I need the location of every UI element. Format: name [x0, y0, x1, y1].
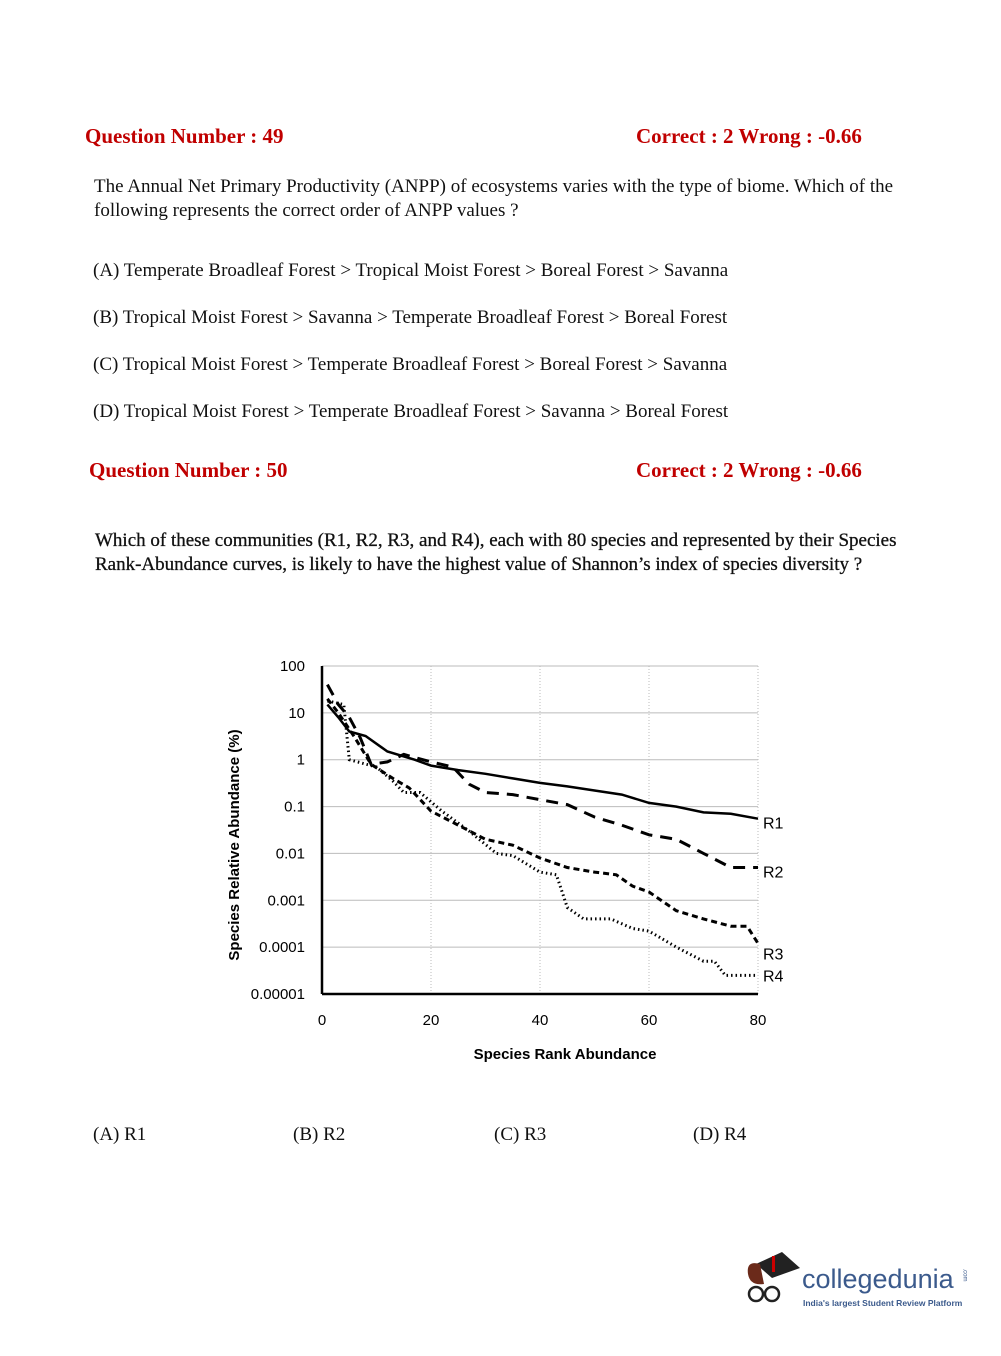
q50-marks: Correct : 2 Wrong : -0.66 [636, 458, 862, 482]
collegedunia-logo: collegedunia .com India's largest Studen… [742, 1250, 972, 1320]
y-tick-label: 1 [297, 752, 305, 769]
q50-text: Which of these communities (R1, R2, R3, … [95, 530, 897, 575]
q50-option-a[interactable]: (A) R1 [93, 1124, 147, 1145]
series-label-r3: R3 [763, 946, 784, 963]
logo-name: collegedunia [802, 1264, 954, 1294]
q49-option-c[interactable]: (C) Tropical Moist Forest > Temperate Br… [93, 354, 728, 375]
y-tick-label: 0.01 [276, 845, 305, 862]
q50-option-b[interactable]: (B) R2 [293, 1124, 346, 1145]
y-axis-label: Species Relative Abundance (%) [226, 729, 243, 960]
x-tick-label: 60 [641, 1012, 658, 1029]
q50-option-d[interactable]: (D) R4 [693, 1124, 747, 1145]
q49-marks: Correct : 2 Wrong : -0.66 [636, 124, 862, 148]
series-labels: R1 R2 R3 R4 [763, 816, 784, 986]
series-label-r1: R1 [763, 816, 784, 833]
x-tick-label: 20 [423, 1012, 440, 1029]
q49-option-b[interactable]: (B) Tropical Moist Forest > Savanna > Te… [93, 307, 728, 328]
x-tick-label: 40 [532, 1012, 549, 1029]
series-line-r1 [326, 703, 759, 820]
y-tick-label: 0.1 [284, 799, 305, 816]
q50-option-c[interactable]: (C) R3 [494, 1124, 547, 1145]
rank-abundance-chart: 100 10 1 0.1 0.01 0.001 0.0001 0.00001 0 20 40 60 8… [226, 658, 784, 1063]
q49-option-d[interactable]: (D) Tropical Moist Forest > Temperate Br… [93, 401, 729, 422]
x-axis-label: Species Rank Abundance [474, 1046, 657, 1063]
q49-text: The Annual Net Primary Productivity (ANP… [94, 176, 894, 221]
series-label-r4: R4 [763, 968, 784, 985]
mascot-icon [747, 1252, 800, 1303]
y-tick-label: 10 [288, 705, 305, 722]
y-tick-label: 0.0001 [259, 939, 305, 956]
series-label-r2: R2 [763, 865, 784, 882]
grid [322, 665, 759, 994]
q50-heading: Question Number : 50 [89, 458, 288, 482]
y-tick-label: 0.00001 [251, 986, 305, 1003]
y-tick-label: 100 [280, 658, 305, 675]
x-tick-label: 0 [318, 1012, 326, 1029]
logo-suffix: .com [961, 1268, 968, 1282]
series-line-r4 [327, 699, 758, 977]
series-line-r2 [326, 683, 758, 869]
q49-heading: Question Number : 49 [85, 124, 284, 148]
x-tick-label: 80 [750, 1012, 767, 1029]
y-tick-labels: 100 10 1 0.1 0.01 0.001 0.0001 0.00001 [251, 658, 305, 1003]
q49-option-a[interactable]: (A) Temperate Broadleaf Forest > Tropica… [93, 260, 729, 281]
series-lines [326, 683, 760, 977]
series-line-r3 [326, 697, 760, 945]
logo-tagline: India's largest Student Review Platform [803, 1298, 963, 1308]
x-tick-labels: 0 20 40 60 80 [318, 1012, 767, 1029]
y-tick-label: 0.001 [267, 892, 305, 909]
